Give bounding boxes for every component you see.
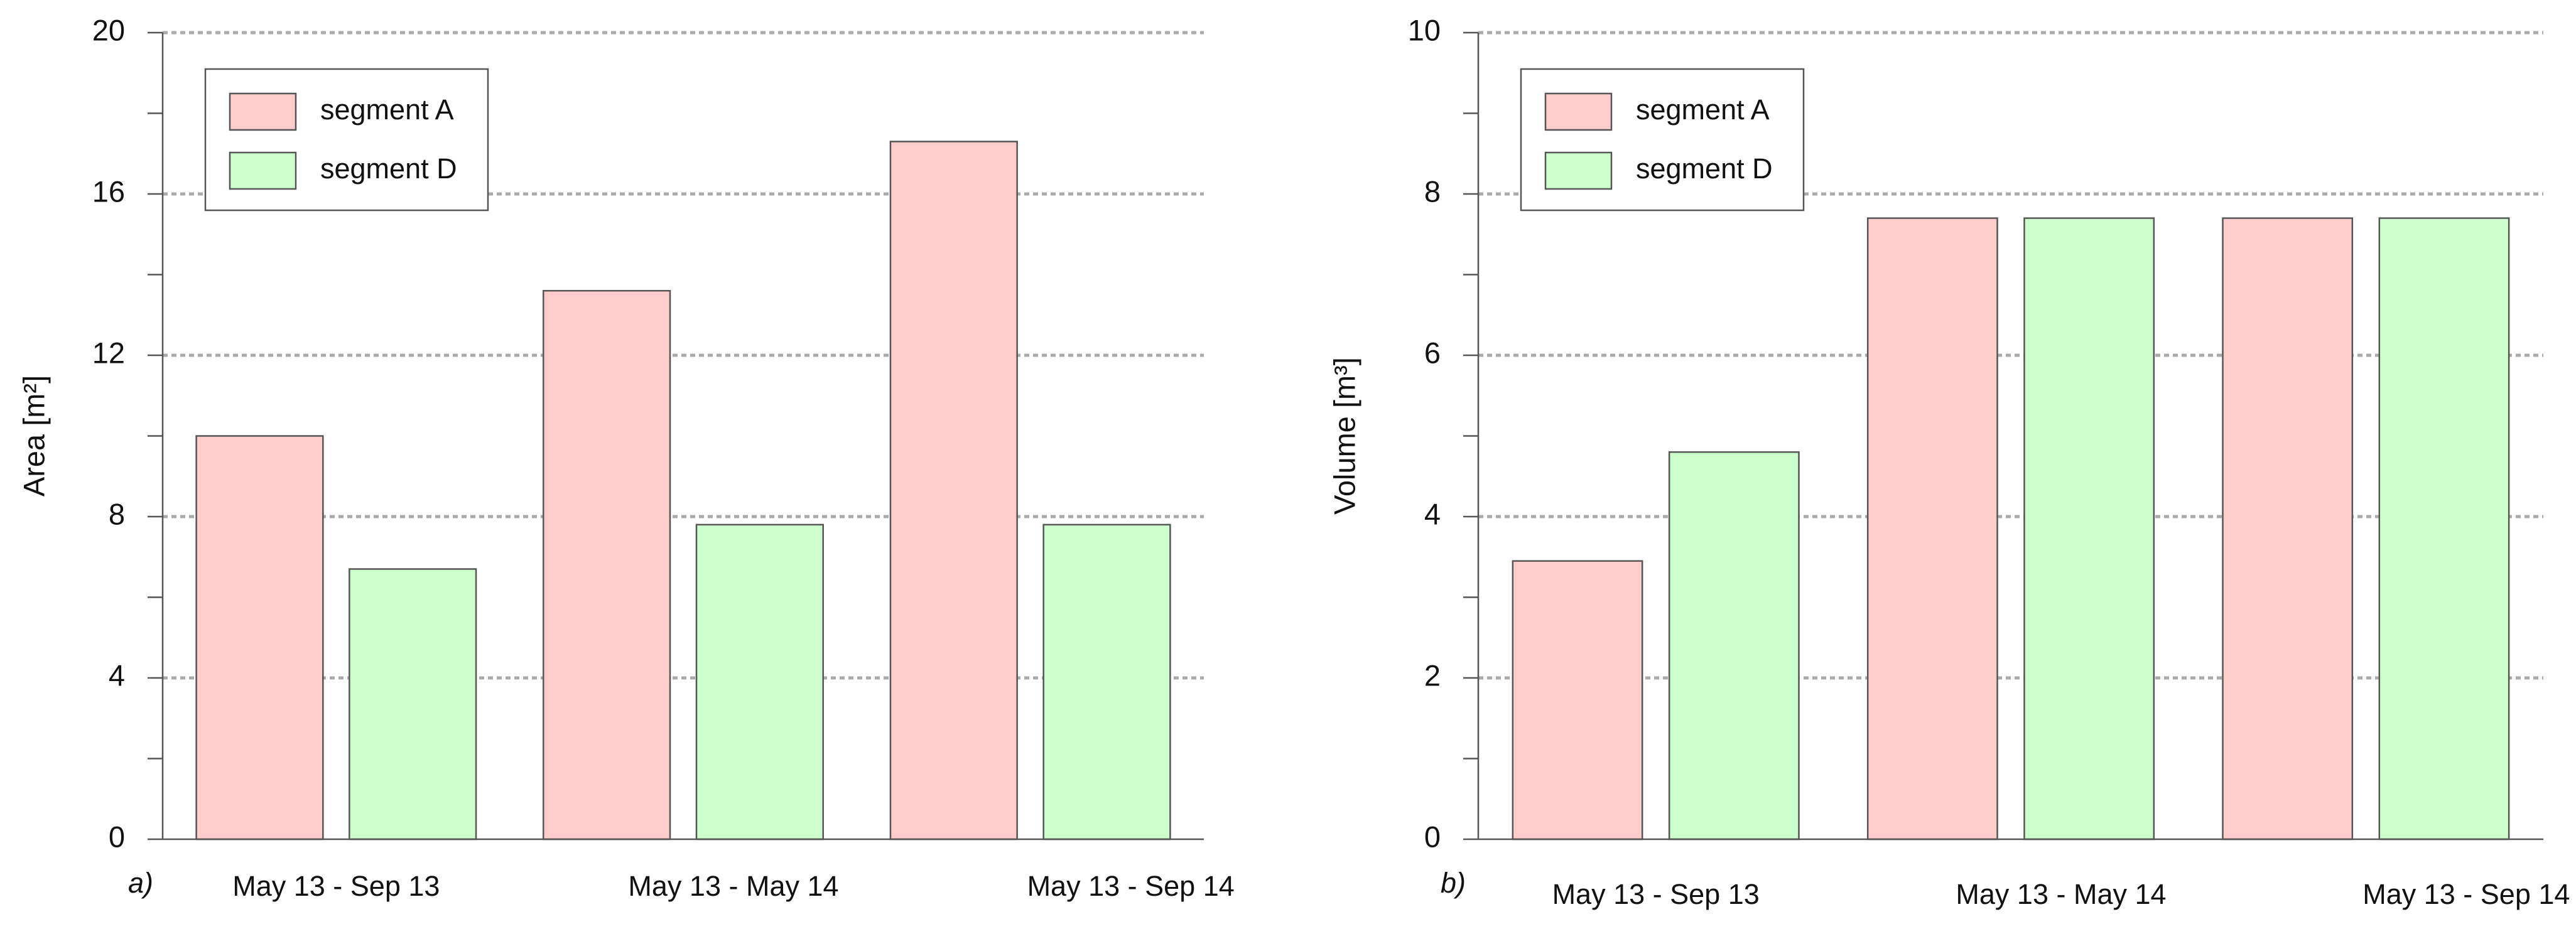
legend-swatch xyxy=(229,92,297,131)
legend-swatch xyxy=(1544,92,1613,131)
bar xyxy=(2378,217,2510,840)
x-tick-label: May 13 - Sep 14 xyxy=(2362,878,2570,910)
y-tick-label: 0 xyxy=(1424,820,1441,853)
x-tick-label: May 13 - Sep 14 xyxy=(1027,870,1235,902)
legend-label: segment D xyxy=(320,153,457,185)
y-axis-label: Volume [m³] xyxy=(1328,357,1361,515)
bar xyxy=(195,435,324,840)
x-tick-label: May 13 - May 14 xyxy=(628,870,838,902)
y-axis-label: Area [m²] xyxy=(17,375,50,497)
bar xyxy=(349,568,477,840)
bar xyxy=(1866,217,1998,840)
bar xyxy=(1042,524,1171,840)
y-tick-label: 8 xyxy=(1424,175,1441,208)
x-tick-label: May 13 - Sep 13 xyxy=(1552,878,1760,910)
bar xyxy=(1512,560,1643,840)
x-tick-label: May 13 - May 14 xyxy=(1956,878,2166,910)
bar xyxy=(543,289,671,840)
bar xyxy=(1668,451,1800,840)
y-tick-label: 4 xyxy=(109,658,125,692)
panel-label: b) xyxy=(1441,867,1466,899)
y-tick-label: 20 xyxy=(92,13,125,46)
y-tick-label: 0 xyxy=(109,820,125,853)
bar xyxy=(889,141,1018,840)
y-tick-label: 16 xyxy=(92,175,125,208)
legend-label: segment A xyxy=(320,94,454,126)
bar xyxy=(695,524,824,840)
y-tick-label: 12 xyxy=(92,336,125,369)
bar xyxy=(2023,217,2155,840)
y-tick-label: 8 xyxy=(109,497,125,530)
legend-label: segment D xyxy=(1636,153,1773,185)
y-tick-label: 2 xyxy=(1424,658,1441,692)
y-tick-label: 6 xyxy=(1424,336,1441,369)
y-tick-label: 4 xyxy=(1424,497,1441,530)
y-tick-label: 10 xyxy=(1408,13,1441,46)
panel-label: a) xyxy=(128,867,153,899)
legend-label: segment A xyxy=(1636,94,1770,126)
x-tick-label: May 13 - Sep 13 xyxy=(232,870,440,902)
bar xyxy=(2222,217,2354,840)
legend-swatch xyxy=(229,151,297,190)
legend-swatch xyxy=(1544,151,1613,190)
